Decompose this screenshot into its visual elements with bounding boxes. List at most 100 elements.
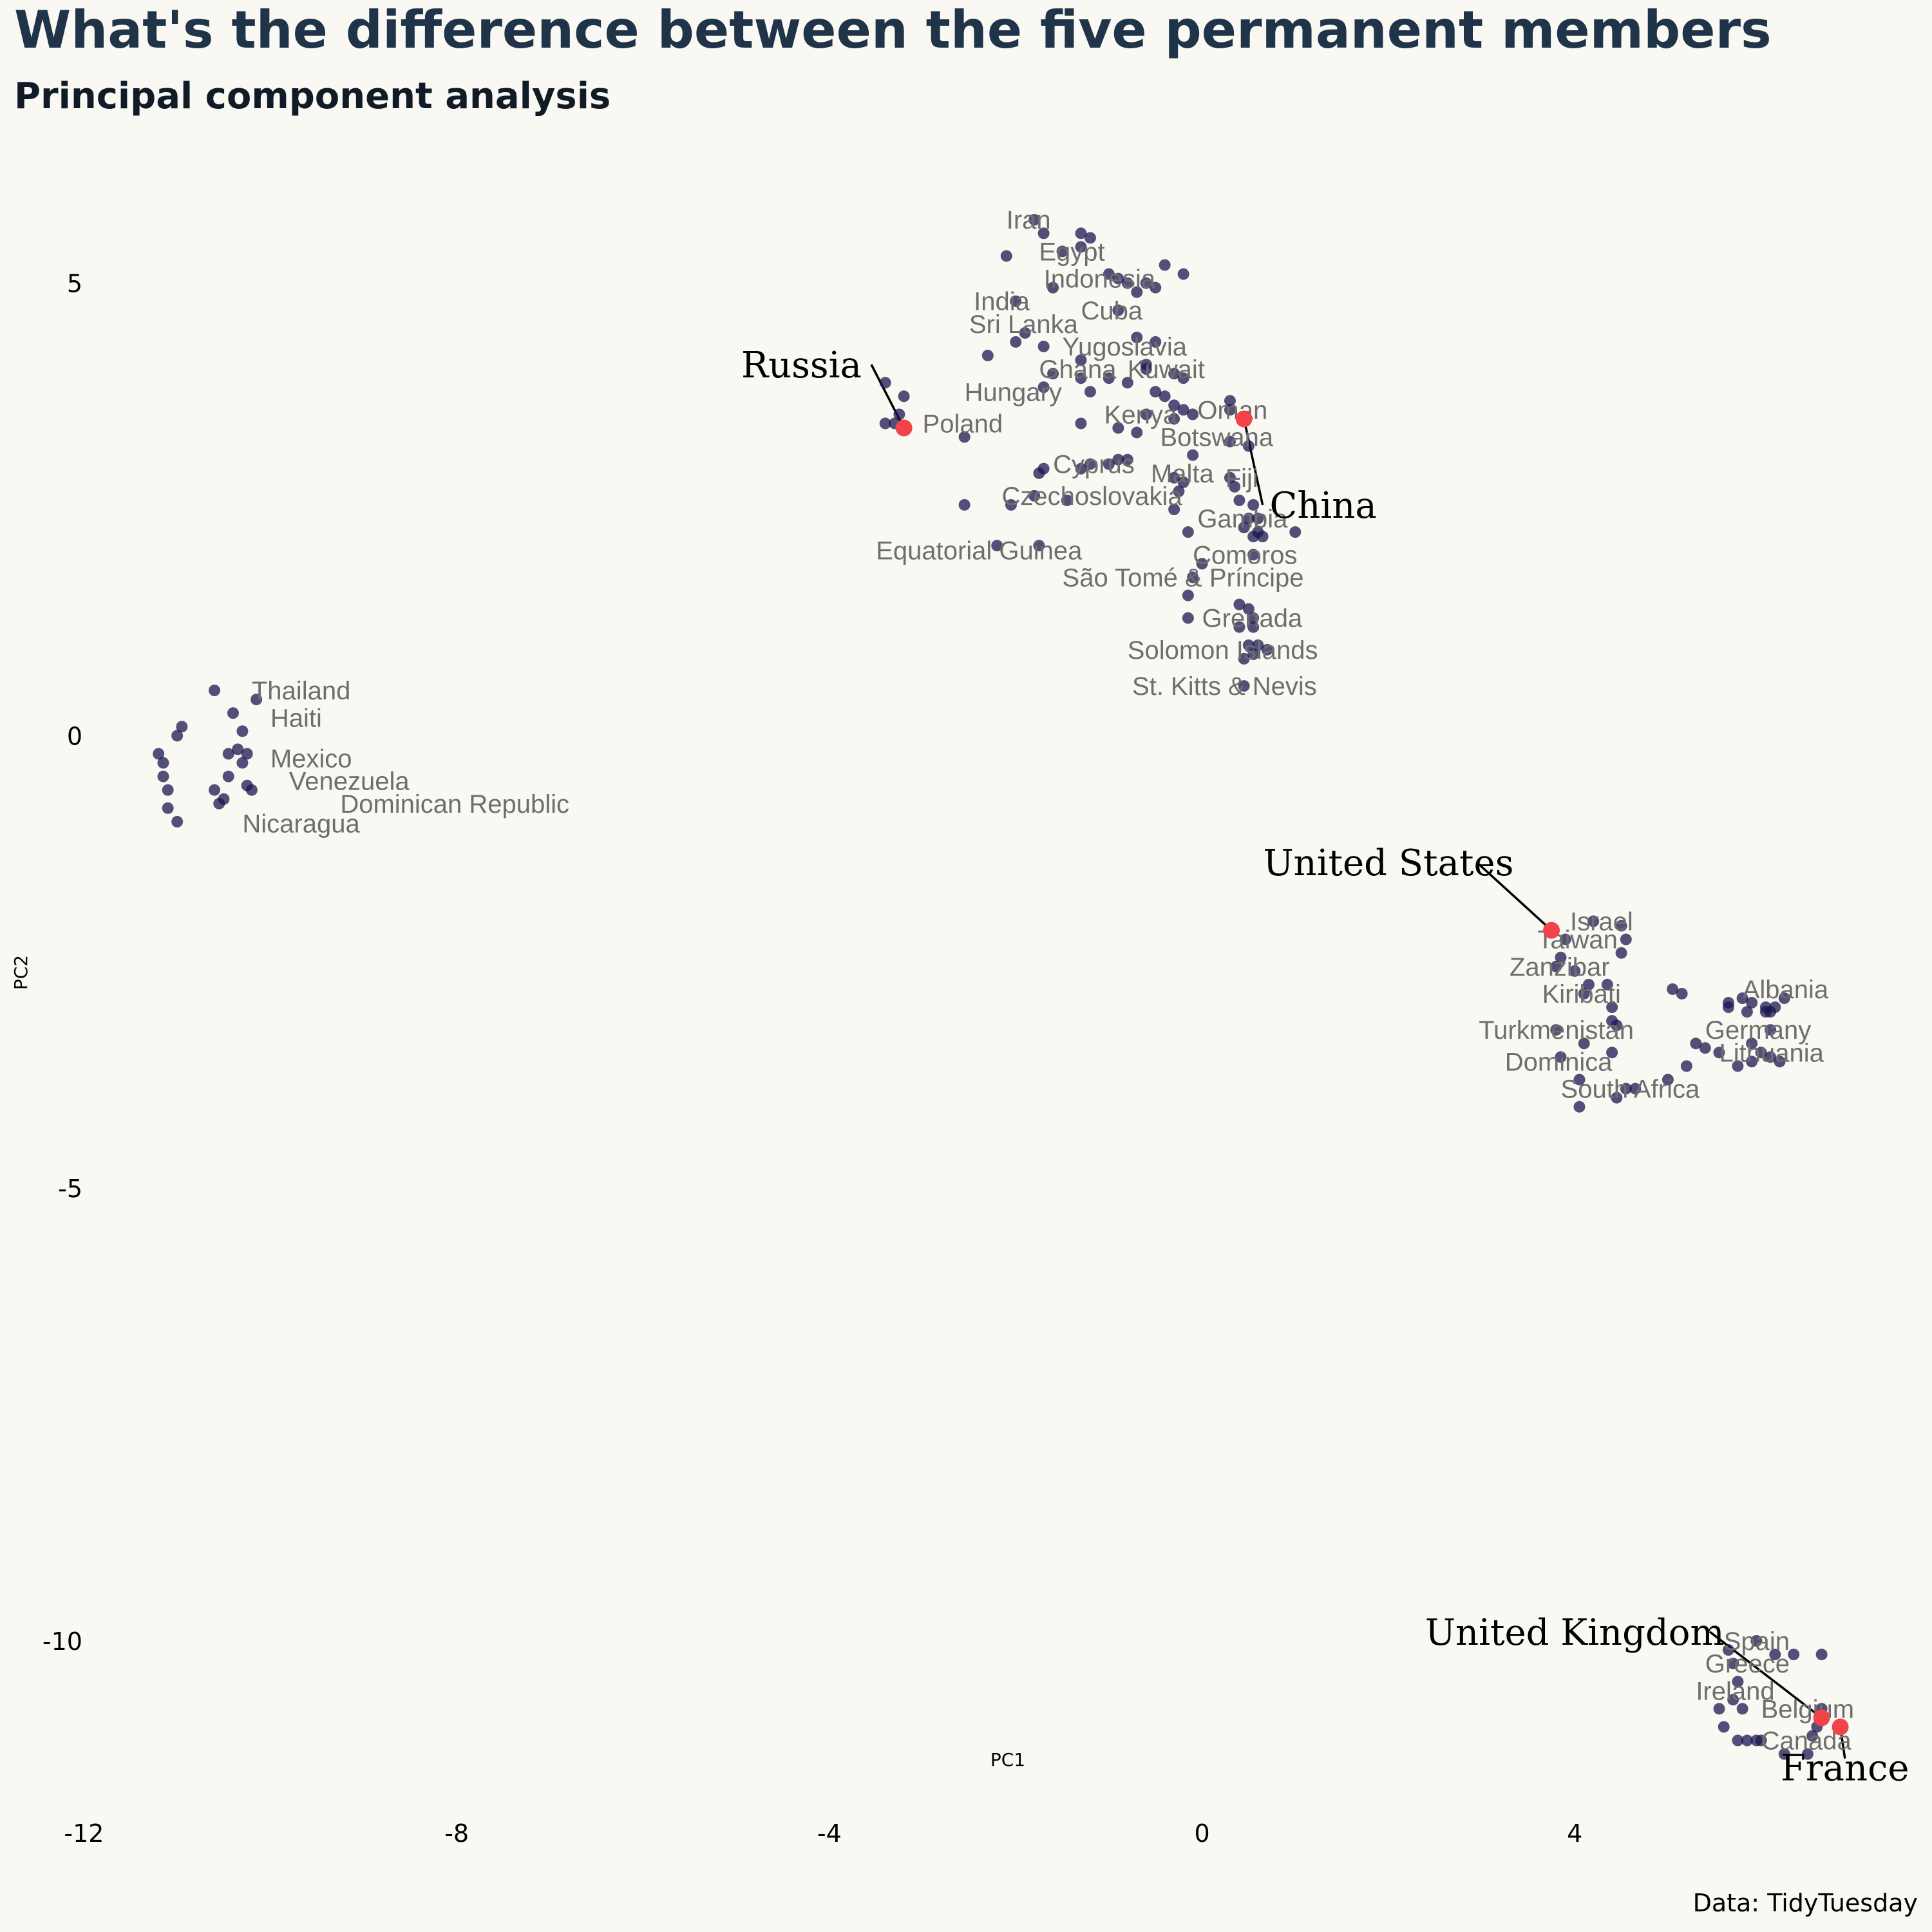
data-point <box>1620 1083 1632 1095</box>
country-label: Sri Lanka <box>969 310 1079 339</box>
country-label: São Tomé & Príncipe <box>1063 564 1304 592</box>
data-point <box>1150 386 1162 398</box>
country-label: Venezuela <box>289 768 410 796</box>
data-point <box>176 721 188 733</box>
data-point <box>1662 1074 1674 1086</box>
data-point <box>1075 227 1087 240</box>
data-point <box>1732 1734 1744 1747</box>
data-point <box>1047 368 1059 380</box>
data-point <box>1578 987 1590 999</box>
country-label: Czechoslovakia <box>1002 482 1183 511</box>
country-label: Solomon Islands <box>1128 636 1318 665</box>
data-point <box>1168 471 1180 484</box>
data-point <box>1559 933 1571 945</box>
data-point <box>1028 214 1041 226</box>
data-point <box>1242 440 1255 452</box>
data-point <box>1159 259 1171 271</box>
data-point <box>1159 390 1171 402</box>
data-point <box>1256 531 1269 543</box>
data-point <box>1676 987 1688 999</box>
highlight-label: United Kingdom <box>1425 1612 1725 1654</box>
highlight-point <box>1543 922 1560 939</box>
chart-subtitle: Principal component analysis <box>14 75 611 117</box>
data-point <box>1061 494 1073 506</box>
data-point <box>1247 612 1260 624</box>
data-point <box>153 748 165 760</box>
data-point <box>1140 363 1152 375</box>
highlight-point <box>1832 1718 1849 1736</box>
country-label: Oman <box>1197 396 1267 424</box>
data-point <box>1713 1703 1725 1715</box>
country-label: Malta <box>1151 460 1215 488</box>
data-point <box>157 757 169 769</box>
data-point <box>1075 417 1087 430</box>
data-source-caption: Data: TidyTuesday <box>1693 1889 1918 1917</box>
country-label: Greece <box>1705 1650 1790 1678</box>
country-label: Ghana <box>1039 355 1117 384</box>
data-point <box>1778 992 1790 1004</box>
data-point <box>1289 526 1302 538</box>
data-point <box>171 730 184 742</box>
data-point <box>1238 652 1250 665</box>
data-point <box>1019 327 1031 339</box>
data-point <box>236 725 249 737</box>
data-point <box>1755 1734 1767 1747</box>
data-point <box>236 757 249 769</box>
country-label: Zanzibar <box>1510 953 1610 981</box>
data-point <box>1611 1092 1623 1104</box>
country-label: Cuba <box>1081 297 1142 325</box>
data-point <box>1084 386 1096 398</box>
data-point <box>1242 639 1255 651</box>
data-point <box>1606 1046 1618 1059</box>
data-point <box>1177 372 1189 384</box>
data-point <box>1247 549 1260 561</box>
data-point <box>1722 1644 1734 1656</box>
country-label: Equatorial Guinea <box>876 536 1083 565</box>
highlight-point <box>895 419 913 437</box>
data-point <box>1680 1060 1692 1072</box>
data-point <box>1615 947 1627 959</box>
data-point <box>1815 1649 1828 1661</box>
data-point <box>1732 1676 1744 1688</box>
data-point <box>1131 331 1143 343</box>
data-point <box>1727 1694 1739 1706</box>
data-point <box>1699 1042 1711 1054</box>
data-point <box>1233 598 1245 611</box>
data-point <box>1150 281 1162 294</box>
data-point <box>157 770 169 782</box>
highlight-points <box>895 410 1849 1736</box>
data-point <box>1806 1730 1819 1742</box>
data-point <box>1601 978 1613 990</box>
data-points <box>153 214 1828 1760</box>
country-label: Comoros <box>1193 541 1297 569</box>
data-point <box>1112 272 1124 285</box>
country-label: Mexico <box>270 745 352 773</box>
leader-line <box>1242 419 1264 506</box>
data-point <box>222 748 234 760</box>
data-point <box>1233 494 1245 506</box>
data-point <box>1056 245 1068 258</box>
highlight-point <box>1235 410 1253 428</box>
country-label: Germany <box>1705 1016 1812 1045</box>
x-axis-label: PC1 <box>990 1749 1025 1770</box>
data-point <box>1242 513 1255 525</box>
data-point <box>1173 485 1185 497</box>
highlight-point <box>1813 1709 1830 1727</box>
country-label: Turkmenistan <box>1479 1016 1634 1045</box>
data-point <box>1718 1721 1730 1733</box>
data-point <box>1177 268 1189 280</box>
data-point <box>958 431 971 443</box>
data-point <box>1182 612 1194 624</box>
data-point <box>1224 404 1236 416</box>
data-point <box>879 377 891 389</box>
data-point <box>1736 1703 1748 1715</box>
country-label: Kiribati <box>1542 980 1621 1009</box>
highlight-label: China <box>1269 485 1376 527</box>
data-point <box>1224 471 1236 484</box>
data-point <box>1075 372 1087 384</box>
data-point <box>1261 643 1273 656</box>
country-label: Egypt <box>1039 238 1104 266</box>
data-point <box>1746 1037 1758 1050</box>
data-point <box>1765 1024 1777 1036</box>
